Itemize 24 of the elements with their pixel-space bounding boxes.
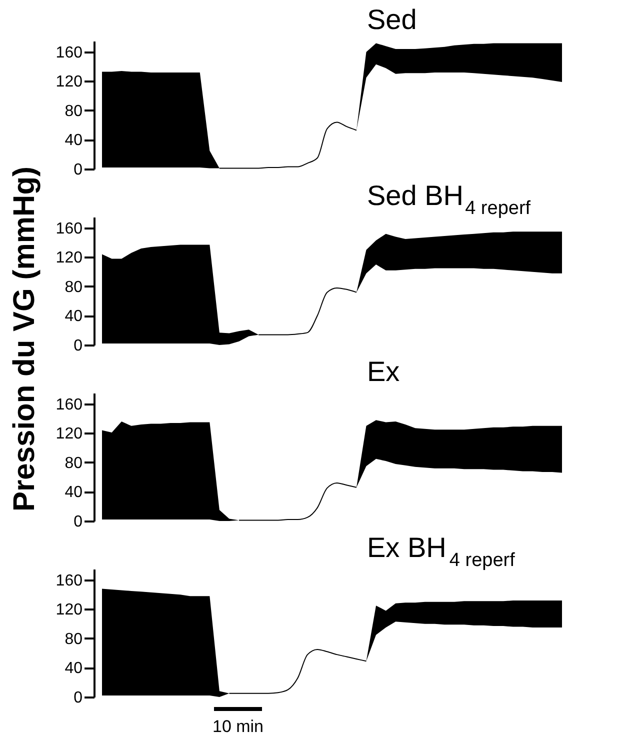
y-tick-label: 40 [64,484,83,502]
y-tick-label: 0 [74,162,83,178]
y-tick-label: 80 [64,102,83,120]
y-tick-label: 40 [64,132,83,150]
y-tick-label: 160 [56,572,83,590]
y-tick-label: 120 [56,426,83,443]
y-tick-label: 120 [56,602,83,619]
chart-title: Ex [367,356,400,387]
y-axis-title: Pression du VG (mmHg) [8,166,41,512]
y-tick-label: 160 [56,396,83,414]
y-tick-label: 80 [64,454,83,472]
text: 10 min [212,717,264,736]
y-tick-label: 120 [56,250,83,267]
y-tick-label: 80 [64,278,83,296]
chart-title: Sed [367,4,417,35]
y-tick-label: 160 [56,44,83,62]
y-tick-label: 40 [64,660,83,678]
y-tick-label: 0 [74,514,83,530]
y-tick-label: 0 [74,690,83,706]
y-tick-label: 80 [64,630,83,648]
y-tick-label: 120 [56,74,83,91]
y-tick-label: 160 [56,220,83,238]
y-tick-label: 0 [74,338,83,354]
y-tick-label: 40 [64,308,83,326]
